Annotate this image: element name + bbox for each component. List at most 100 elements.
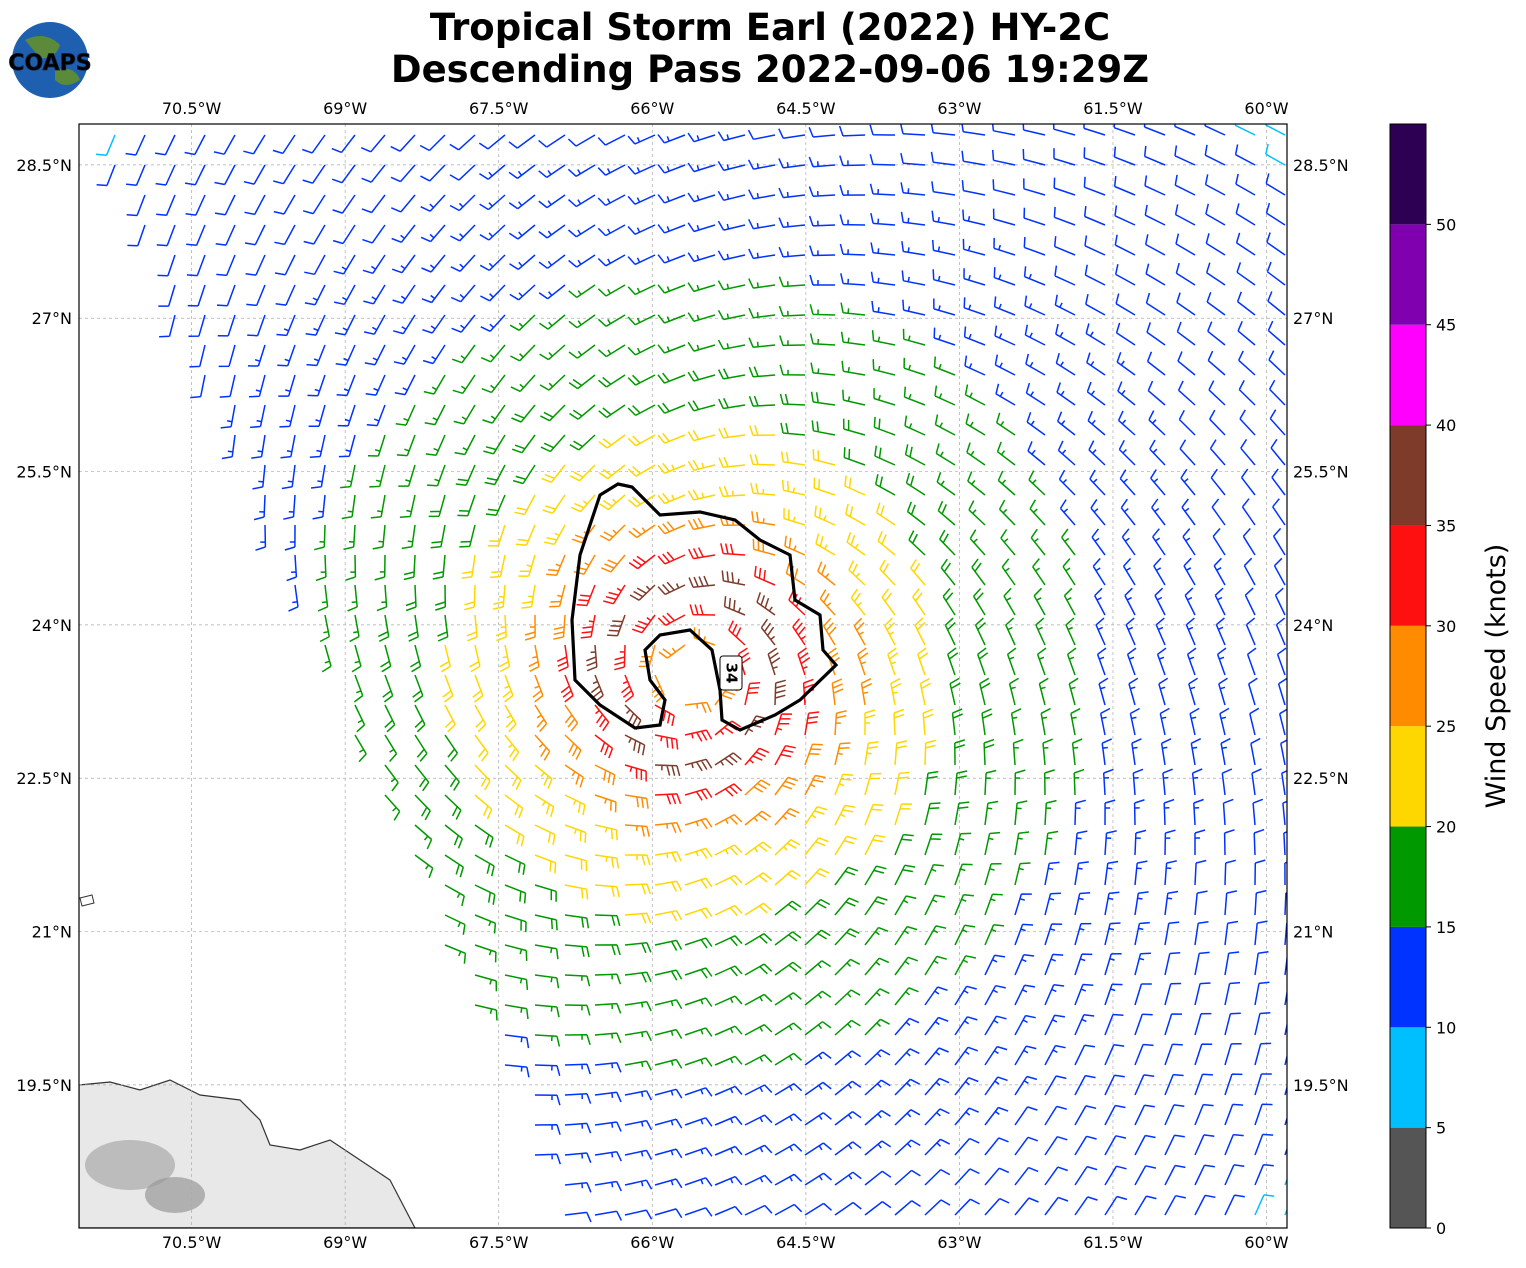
wind-barb [391,254,416,274]
wind-barb [1254,950,1269,976]
wind-barb [253,494,266,521]
colorbar-tick-label: 25 [1436,717,1456,736]
wind-barb [684,967,713,979]
wind-barb [534,1123,561,1135]
y-tick-label: 24°N [1293,616,1333,635]
wind-barb [1117,381,1136,406]
wind-barb [687,341,716,352]
wind-barb [1088,440,1106,466]
colorbar-tick-label: 0 [1436,1219,1446,1238]
wind-barb [378,614,390,642]
wind-barb [219,374,236,398]
wind-barb [331,164,356,184]
wind-barb [564,914,590,929]
wind-barb [564,1093,592,1104]
wind-barb [714,1175,743,1186]
wind-barb [495,614,507,642]
wind-barb [894,1200,921,1216]
wind-barb [1121,528,1136,556]
wind-barb [278,374,296,397]
wind-barb [1104,1135,1127,1156]
wind-barb [654,1178,683,1189]
wind-barb [924,925,947,946]
wind-barb [1044,923,1063,946]
wind-barb [864,772,882,796]
wind-barb [984,1137,1009,1156]
wind-barb [684,729,713,742]
wind-barb [924,986,948,1006]
wind-barb [1005,617,1016,646]
wind-barb [954,1198,980,1216]
wind-barb [1177,351,1196,376]
wind-barb [538,224,566,239]
wind-barb [1264,124,1286,136]
wind-barb [1177,380,1196,406]
wind-barb [874,445,896,466]
wind-barb [966,442,986,466]
x-tick-label: 60°W [1244,1233,1288,1252]
wind-barb [246,284,266,307]
wind-barb [684,817,713,830]
wind-barb [749,454,776,466]
wind-barb [954,1077,979,1096]
wind-barb [568,194,596,208]
wind-barb [627,314,656,326]
wind-barb [419,134,446,152]
wind-barb [427,464,446,487]
wind-barb [1023,236,1046,256]
wind-barb [1214,587,1226,616]
wind-barb [1234,144,1256,166]
wind-barb [1134,891,1149,916]
wind-barb [414,704,426,733]
wind-barb [1174,145,1196,166]
wind-barb [744,963,773,976]
wind-barb [774,1083,803,1096]
wind-barb [654,704,675,727]
wind-barb [363,284,386,305]
wind-barb [380,644,392,673]
wind-barb [781,479,806,496]
wind-barb [714,813,743,826]
wind-barb [754,565,776,586]
colorbar-segment [1390,1127,1426,1228]
wind-barb [864,865,887,886]
wind-barb [1164,982,1182,1006]
wind-barb [1251,768,1262,796]
wind-barb [984,863,1002,886]
wind-barb [395,404,416,426]
wind-barb [900,152,926,166]
wind-barb [576,584,596,607]
wind-barb [1003,587,1016,616]
wind-barb [1104,891,1120,916]
wind-barb [307,374,326,397]
wind-barb [1282,800,1287,826]
wind-barb [839,214,866,226]
wind-barb [900,211,926,226]
wind-barb [556,644,569,672]
wind-barb [423,374,446,395]
wind-barb [1253,828,1265,856]
wind-barb [414,734,428,762]
wind-barb [1033,587,1046,616]
wind-barb [444,704,456,733]
wind-barb [1267,291,1286,316]
wind-barb [1032,558,1046,586]
y-tick-label: 21°N [1293,923,1333,942]
wind-barb [541,464,566,483]
wind-barb [288,584,299,612]
wind-barb [478,164,506,180]
wind-barb [864,1109,891,1126]
wind-barb [1277,677,1287,706]
wind-barb [1284,1116,1287,1126]
wind-barb [1145,292,1166,316]
wind-barb [485,494,506,516]
wind-barb [597,254,626,267]
wind-barb [244,194,266,216]
wind-barb [1044,1135,1068,1156]
wind-barb [1269,409,1286,436]
wind-barb [930,151,956,166]
wind-barb [508,164,536,180]
wind-barb [864,1170,892,1186]
wind-barb [157,254,176,277]
wind-barb [1059,499,1076,526]
